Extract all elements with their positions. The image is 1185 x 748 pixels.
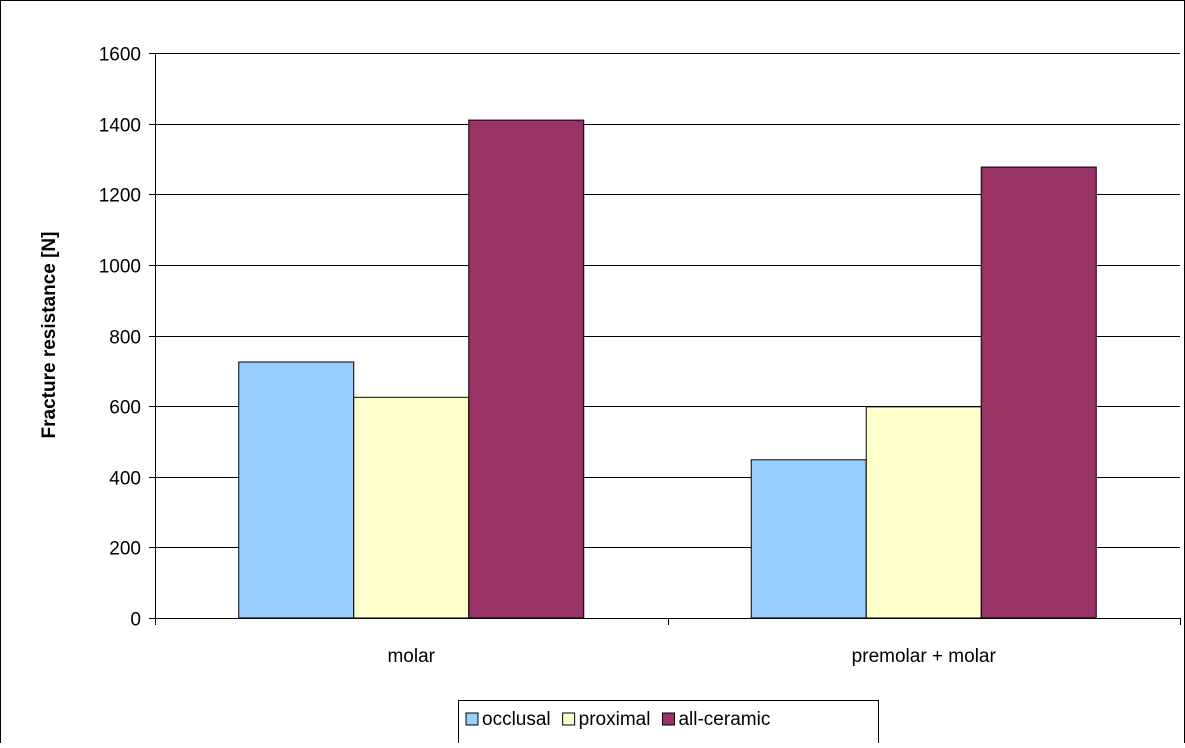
bars [238, 119, 1097, 619]
bar-all-ceramic-molar [468, 119, 585, 619]
bar-proximal-premolar-molar [865, 406, 982, 619]
y-tick-label: 600 [109, 398, 141, 419]
legend-swatch-occlusal [465, 712, 479, 726]
legend-label-all-ceramic: all-ceramic [678, 709, 770, 730]
y-axis-title: Fracture resistance [N] [39, 232, 60, 439]
x-category-label: molar [387, 646, 435, 667]
bar-all-ceramic-premolar-molar [980, 166, 1097, 619]
bar-occlusal-premolar-molar [750, 459, 867, 619]
y-tick-label: 800 [109, 328, 141, 349]
y-tick-label: 200 [109, 539, 141, 560]
legend-label-occlusal: occlusal [482, 709, 551, 730]
y-tick-label: 400 [109, 469, 141, 490]
y-tick-label: 1400 [99, 116, 141, 137]
legend-swatch-all-ceramic [661, 712, 675, 726]
bar-proximal-molar [353, 396, 470, 619]
y-tick-label: 0 [130, 610, 141, 631]
legend-label-proximal: proximal [579, 709, 651, 730]
legend: occlusal proximal all-ceramic [458, 700, 879, 748]
y-tick-label: 1000 [99, 257, 141, 278]
legend-swatch-proximal [562, 712, 576, 726]
axes: 0 200 400 600 800 1000 1200 1400 1600 molar premol… [99, 45, 1181, 667]
y-tick-label: 1200 [99, 186, 141, 207]
bar-occlusal-molar [238, 361, 355, 619]
x-category-label: premolar + molar [852, 646, 997, 667]
y-tick-label: 1600 [99, 45, 141, 66]
